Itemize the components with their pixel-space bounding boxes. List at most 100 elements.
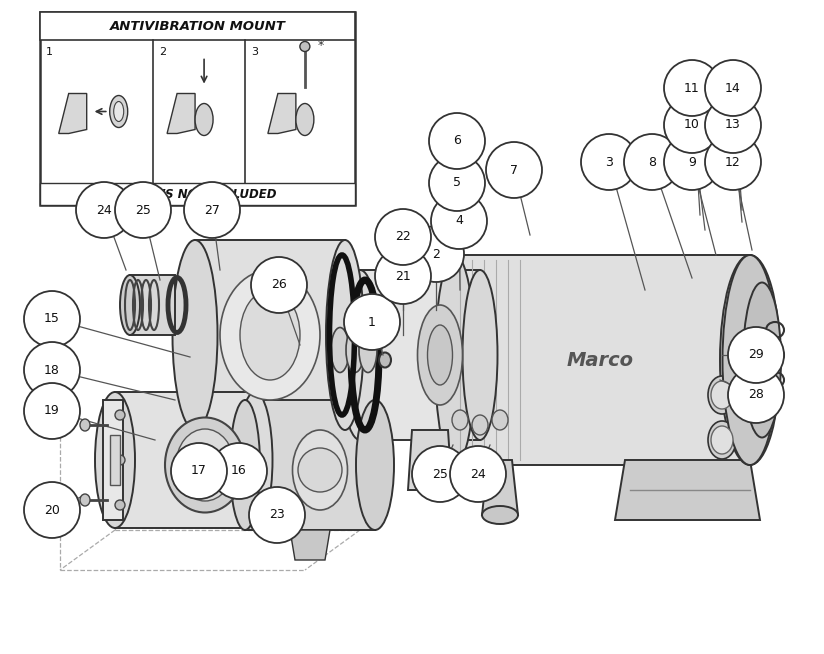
Circle shape: [450, 446, 506, 502]
Text: 21: 21: [396, 269, 411, 283]
Ellipse shape: [482, 506, 518, 524]
Ellipse shape: [300, 41, 310, 52]
Ellipse shape: [172, 240, 218, 430]
Text: 29: 29: [748, 349, 764, 362]
Circle shape: [344, 294, 400, 350]
Circle shape: [664, 60, 720, 116]
Ellipse shape: [418, 305, 462, 405]
Polygon shape: [455, 255, 750, 465]
Text: 26: 26: [271, 279, 287, 292]
Circle shape: [24, 383, 80, 439]
Circle shape: [171, 443, 227, 499]
Circle shape: [705, 97, 761, 153]
Ellipse shape: [711, 426, 733, 454]
Text: Marco: Marco: [566, 351, 634, 370]
Circle shape: [298, 448, 342, 492]
Polygon shape: [268, 94, 296, 133]
Ellipse shape: [374, 332, 386, 347]
Text: *: *: [318, 39, 324, 52]
Text: 25: 25: [432, 468, 448, 481]
Circle shape: [184, 182, 240, 238]
Circle shape: [76, 182, 132, 238]
Text: 19: 19: [44, 405, 60, 417]
Text: 10: 10: [684, 118, 700, 131]
Text: 3: 3: [605, 156, 613, 169]
Ellipse shape: [195, 103, 213, 135]
Text: 27: 27: [204, 203, 220, 216]
Circle shape: [705, 60, 761, 116]
Text: 8: 8: [648, 156, 656, 169]
Text: 28: 28: [748, 388, 764, 402]
Ellipse shape: [331, 328, 349, 373]
Text: 24: 24: [96, 203, 112, 216]
Circle shape: [24, 291, 80, 347]
Ellipse shape: [472, 415, 488, 435]
Text: 16: 16: [231, 464, 247, 477]
Ellipse shape: [190, 447, 220, 483]
Circle shape: [664, 97, 720, 153]
Text: 22: 22: [396, 230, 411, 243]
Ellipse shape: [95, 392, 135, 528]
Text: 1: 1: [368, 315, 376, 328]
Circle shape: [486, 142, 542, 198]
Ellipse shape: [176, 429, 234, 501]
Ellipse shape: [240, 290, 300, 380]
Ellipse shape: [452, 410, 468, 430]
Circle shape: [251, 257, 307, 313]
Circle shape: [375, 209, 431, 265]
Circle shape: [728, 327, 784, 383]
Text: 5: 5: [453, 177, 461, 190]
Ellipse shape: [708, 421, 736, 459]
Ellipse shape: [346, 328, 364, 373]
Ellipse shape: [340, 270, 380, 440]
Ellipse shape: [723, 255, 778, 465]
Ellipse shape: [293, 430, 348, 510]
Polygon shape: [115, 392, 255, 528]
Circle shape: [429, 113, 485, 169]
Ellipse shape: [356, 400, 394, 530]
Polygon shape: [195, 240, 345, 430]
Polygon shape: [482, 460, 518, 515]
Ellipse shape: [120, 275, 140, 335]
Ellipse shape: [743, 283, 781, 438]
Circle shape: [24, 342, 80, 398]
Bar: [40, 12, 355, 205]
Text: 25: 25: [135, 203, 151, 216]
Circle shape: [115, 455, 125, 465]
Text: 23: 23: [269, 509, 285, 521]
Ellipse shape: [237, 392, 273, 528]
Ellipse shape: [708, 376, 736, 414]
Circle shape: [581, 134, 637, 190]
Ellipse shape: [711, 381, 733, 409]
Text: 6: 6: [453, 135, 461, 148]
Text: 15: 15: [44, 313, 60, 326]
Text: 1: 1: [46, 47, 53, 57]
Ellipse shape: [230, 400, 260, 530]
Text: 4: 4: [455, 215, 463, 228]
Text: 12: 12: [725, 156, 741, 169]
Text: 9: 9: [688, 156, 696, 169]
Polygon shape: [615, 460, 760, 520]
Polygon shape: [59, 94, 87, 133]
Polygon shape: [167, 94, 195, 133]
Polygon shape: [290, 530, 330, 560]
Text: 13: 13: [725, 118, 741, 131]
Polygon shape: [130, 275, 175, 335]
Ellipse shape: [492, 410, 508, 430]
Text: ANTIVIBRATION MOUNT: ANTIVIBRATION MOUNT: [110, 20, 285, 33]
Ellipse shape: [326, 240, 364, 430]
Circle shape: [115, 500, 125, 510]
Circle shape: [24, 482, 80, 538]
Circle shape: [375, 248, 431, 304]
Text: 17: 17: [191, 464, 207, 477]
Bar: [40, 183, 355, 205]
Ellipse shape: [359, 328, 377, 373]
Circle shape: [429, 155, 485, 211]
Text: 7: 7: [510, 164, 518, 177]
Circle shape: [664, 134, 720, 190]
Circle shape: [431, 193, 487, 249]
Ellipse shape: [379, 353, 391, 368]
Bar: [40, 12, 355, 40]
Circle shape: [412, 446, 468, 502]
Polygon shape: [360, 270, 480, 440]
